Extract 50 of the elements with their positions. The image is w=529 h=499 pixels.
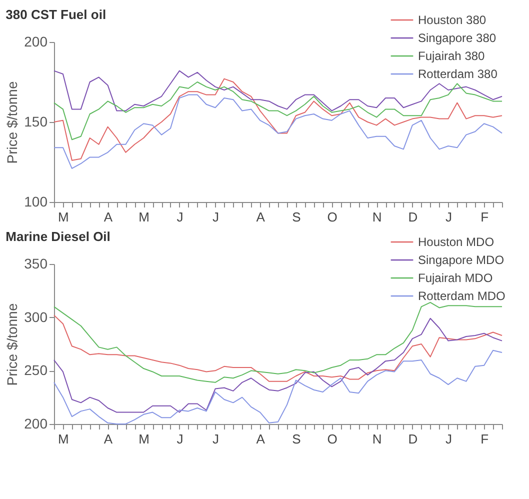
x-tick-label: O (327, 432, 338, 446)
x-tick-label: J (212, 432, 220, 446)
legend-label: Fujairah MDO (418, 271, 493, 285)
line-series (54, 302, 502, 383)
y-axis-title: Price $/tonne (4, 303, 20, 386)
line-series (54, 78, 502, 161)
x-tick-label: S (292, 432, 302, 446)
line-series (54, 82, 502, 140)
x-tick-label: A (256, 432, 266, 446)
legend-label: Singapore MDO (418, 253, 504, 267)
legend-label: Houston MDO (418, 235, 494, 249)
x-tick-label: J (445, 432, 452, 446)
x-tick-label: M (58, 210, 69, 224)
y-tick-label: 250 (24, 362, 48, 378)
legend-label: Fujairah 380 (418, 49, 486, 63)
x-tick-label: M (138, 432, 150, 446)
y-tick-label: 200 (24, 34, 48, 50)
y-tick-label: 300 (24, 308, 48, 325)
chart-title: 380 CST Fuel oil (6, 7, 106, 22)
line-series (54, 314, 502, 382)
x-tick-label: J (176, 210, 184, 224)
line-series (54, 318, 502, 413)
x-tick-label: M (58, 432, 69, 446)
x-tick-label: J (176, 432, 184, 446)
x-tick-label: N (372, 432, 382, 446)
line-series (54, 70, 502, 112)
x-tick-label: A (104, 210, 113, 224)
x-tick-label: A (104, 432, 113, 446)
y-tick-label: 150 (24, 114, 48, 130)
line-series (54, 94, 502, 169)
y-axis-title: Price $/tonne (4, 81, 20, 164)
y-tick-label: 100 (24, 194, 48, 210)
y-tick-label: 200 (24, 416, 48, 432)
legend-label: Rotterdam MDO (418, 289, 506, 303)
legend-label: Houston 380 (418, 13, 486, 27)
x-tick-label: D (408, 210, 418, 224)
x-tick-label: M (138, 210, 150, 224)
x-tick-label: J (445, 210, 452, 224)
legend-label: Singapore 380 (418, 31, 496, 45)
x-tick-label: F (480, 432, 489, 446)
x-tick-label: F (480, 210, 489, 224)
x-tick-label: S (292, 210, 302, 224)
x-tick-label: J (212, 210, 220, 224)
x-tick-label: O (327, 210, 338, 224)
y-tick-label: 350 (24, 256, 48, 272)
x-tick-label: D (408, 432, 418, 446)
legend-label: Rotterdam 380 (418, 67, 498, 81)
chart-title: Marine Diesel Oil (6, 229, 110, 244)
x-tick-label: A (256, 210, 266, 224)
x-tick-label: N (372, 210, 382, 224)
